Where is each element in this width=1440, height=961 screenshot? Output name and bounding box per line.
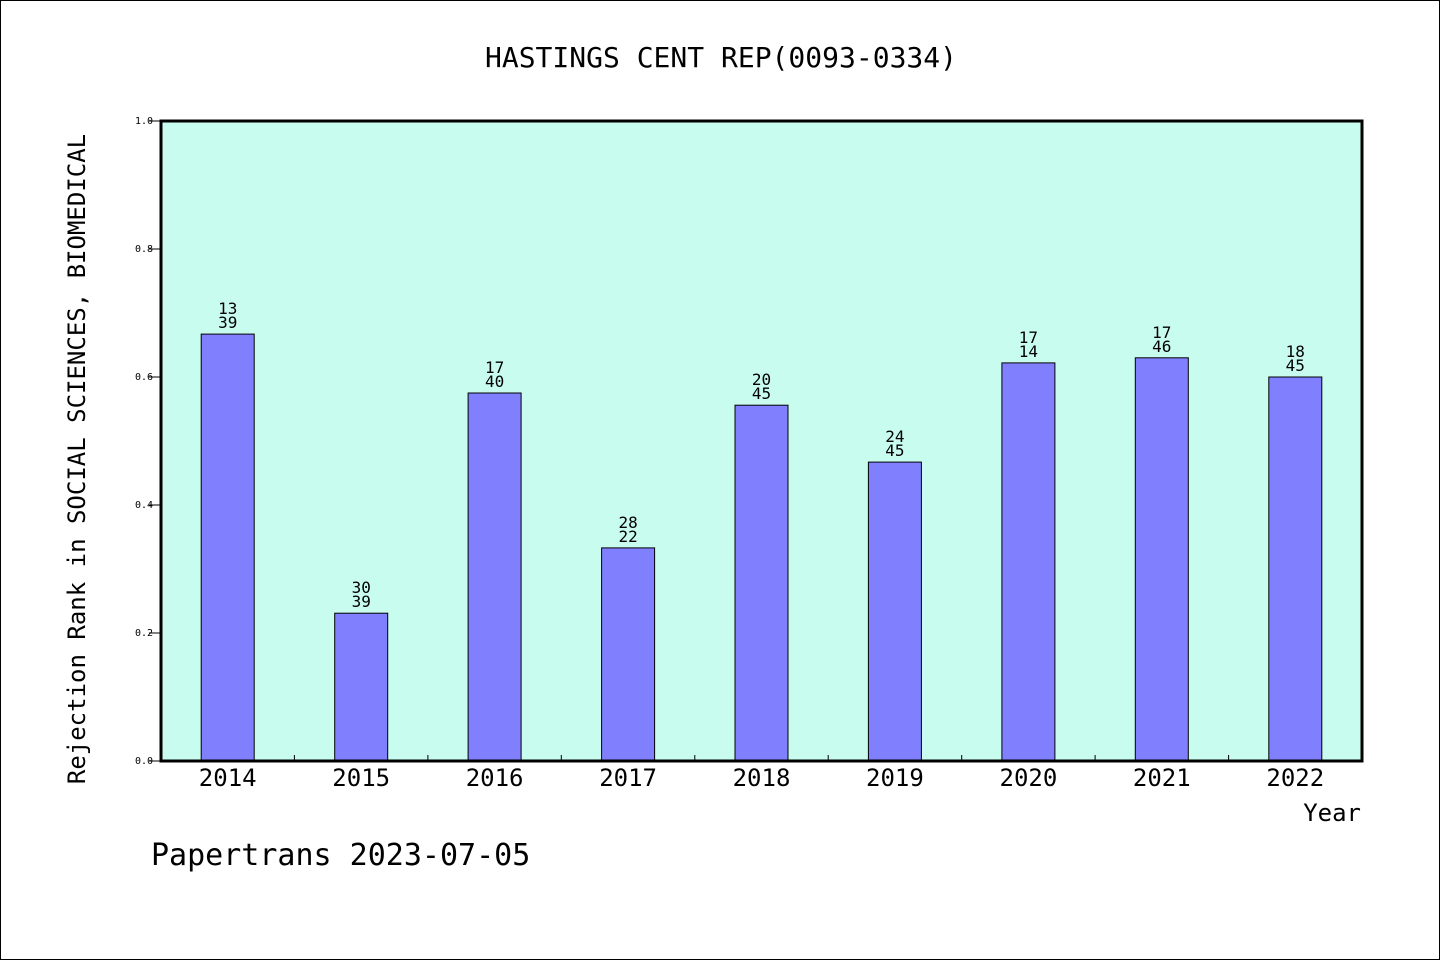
x-tick-label-2022: 2022 (1266, 764, 1324, 792)
x-tick-label-2020: 2020 (1000, 764, 1058, 792)
bar-label-2017-2: 22 (618, 527, 637, 546)
bar-label-2020-2: 14 (1019, 342, 1038, 361)
bar-2017 (601, 547, 656, 762)
bar-label-2017-1: 28 (618, 513, 637, 532)
bar-label-2022-1: 18 (1286, 342, 1305, 361)
bar-2019 (867, 461, 922, 762)
y-tick-label-0.2: 0.2 (135, 628, 153, 639)
bar-label-2021-1: 17 (1152, 323, 1171, 342)
x-tick-label-2016: 2016 (466, 764, 524, 792)
bar-2020 (1001, 362, 1056, 762)
bar-label-2016-2: 40 (485, 372, 504, 391)
x-axis-label: Year (1303, 799, 1361, 827)
x-tick-label-2019: 2019 (866, 764, 924, 792)
x-tick-label-2018: 2018 (733, 764, 791, 792)
bar-2016 (467, 392, 522, 762)
y-tick-label-0.4: 0.4 (135, 500, 153, 511)
bar-label-2014-1: 13 (218, 299, 237, 318)
bar-2014 (200, 333, 255, 762)
bar-label-2020-1: 17 (1019, 328, 1038, 347)
bar-label-2019-1: 24 (885, 427, 904, 446)
y-axis-ticks: 0.0 0.2 0.4 0.6 0.8 1.0 (135, 116, 161, 767)
bar-label-2021-2: 46 (1152, 337, 1171, 356)
bar-label-2015-2: 39 (352, 592, 371, 611)
bar-label-2015-1: 30 (352, 578, 371, 597)
bar-label-2016-1: 17 (485, 358, 504, 377)
bar-2022 (1268, 376, 1323, 762)
plot-border (159, 119, 1364, 763)
x-tick-label-2021: 2021 (1133, 764, 1191, 792)
y-tick-label-0.6: 0.6 (135, 372, 153, 383)
bar-label-2018-1: 20 (752, 370, 771, 389)
bar-label-2018-2: 45 (752, 384, 771, 403)
bar-2021 (1134, 357, 1189, 762)
footer-text: Papertrans 2023-07-05 (151, 838, 530, 873)
y-tick-label-0.8: 0.8 (135, 244, 153, 255)
bar-label-2022-2: 45 (1286, 356, 1305, 375)
y-tick-label-1.0: 1.0 (135, 116, 153, 127)
y-tick-label-0.0: 0.0 (135, 756, 153, 767)
x-axis-ticks: 2014 2015 2016 2017 2018 2019 2020 2021 2022 (199, 755, 1324, 792)
y-axis-label: Rejection Rank in SOCIAL SCIENCES, BIOME… (63, 134, 91, 784)
x-tick-label-2014: 2014 (199, 764, 257, 792)
bar-label-2019-2: 45 (885, 441, 904, 460)
x-tick-label-2015: 2015 (332, 764, 390, 792)
bar-label-2014-2: 39 (218, 313, 237, 332)
bar-2015 (334, 612, 389, 762)
chart-title: HASTINGS CENT REP(0093-0334) (485, 41, 957, 74)
bar-2018 (734, 404, 789, 762)
x-tick-label-2017: 2017 (599, 764, 657, 792)
bars-layer (200, 333, 1323, 762)
